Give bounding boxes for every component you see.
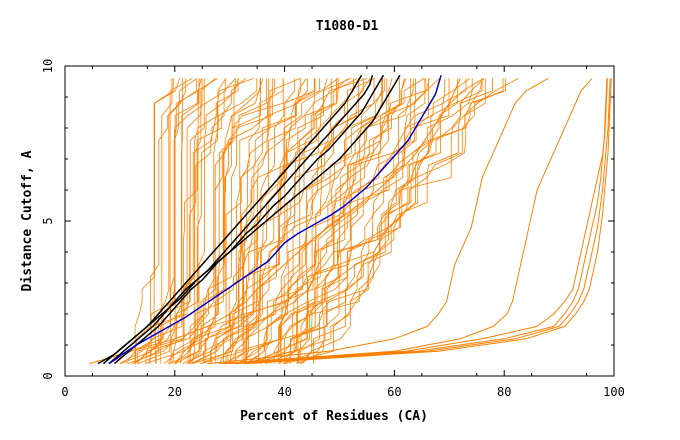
black-model-curve bbox=[108, 75, 374, 365]
x-tick-label: 100 bbox=[603, 385, 625, 399]
bulk-model-curve bbox=[230, 78, 383, 364]
bulk-model-curve bbox=[243, 78, 416, 364]
x-tick-label: 60 bbox=[387, 385, 401, 399]
bulk-model-curve bbox=[168, 78, 246, 364]
outlier-model-curve bbox=[207, 77, 549, 365]
bulk-model-curve bbox=[163, 78, 276, 364]
bulk-model-curve bbox=[120, 78, 193, 364]
bulk-model-curve bbox=[134, 78, 174, 364]
outlier-model-curve bbox=[218, 78, 593, 365]
bulk-model-curve bbox=[273, 78, 484, 364]
bulk-model-curve bbox=[127, 78, 218, 364]
bulk-model-curve bbox=[174, 78, 308, 364]
bulk-model-curve bbox=[280, 78, 411, 364]
bulk-model-curve bbox=[296, 78, 493, 364]
black-model-curve bbox=[102, 74, 401, 365]
bulk-model-curve bbox=[225, 78, 349, 364]
bulk-model-curve bbox=[284, 78, 519, 364]
bulk-model-curve bbox=[264, 78, 405, 364]
bulk-model-curve bbox=[125, 78, 181, 364]
bulk-model-curve bbox=[302, 78, 506, 364]
bulk-model-curve bbox=[189, 78, 258, 364]
black-model-curve bbox=[113, 74, 385, 365]
bulk-model-curve bbox=[242, 78, 339, 364]
bulk-model-curve bbox=[200, 78, 338, 364]
bulk-model-curve bbox=[191, 78, 316, 364]
bulk-model-curve bbox=[227, 78, 354, 364]
x-axis-ticks: 0 20 40 60 80 100 bbox=[61, 66, 625, 399]
bulk-model-curve bbox=[180, 78, 262, 364]
bulk-model-curve bbox=[209, 78, 320, 364]
bulk-model-curve bbox=[299, 78, 446, 364]
bulk-model-curve bbox=[255, 78, 426, 364]
x-axis-label: Percent of Residues (CA) bbox=[240, 409, 428, 424]
outlier-model-curve bbox=[235, 78, 611, 365]
black-model-curve bbox=[97, 74, 363, 365]
blue-model-curve bbox=[108, 75, 442, 365]
bulk-model-curve bbox=[218, 78, 375, 364]
outlier-model-curve bbox=[89, 78, 461, 365]
bulk-model-curve bbox=[135, 78, 198, 364]
x-tick-label: 0 bbox=[61, 385, 68, 399]
outlier-model-curve bbox=[229, 78, 608, 365]
outlier-model-curve bbox=[224, 78, 608, 365]
bulk-model-curve bbox=[269, 78, 393, 364]
bulk-model-curve bbox=[277, 78, 471, 364]
x-tick-label: 20 bbox=[168, 385, 182, 399]
bulk-model-curve bbox=[133, 78, 226, 364]
bulk-model-curve bbox=[265, 78, 440, 364]
bulk-model-curve bbox=[145, 78, 239, 364]
bulk-model-curve bbox=[222, 78, 358, 364]
bulk-model-curve bbox=[187, 78, 254, 364]
bulk-model-curve bbox=[229, 78, 407, 364]
y-axis-ticks: 0 5 10 bbox=[41, 59, 614, 380]
bulk-model-curve bbox=[145, 78, 239, 364]
bulk-model-curve bbox=[237, 78, 400, 364]
x-tick-label: 80 bbox=[497, 385, 511, 399]
bulk-model-curve bbox=[282, 78, 473, 364]
bulk-model-curve bbox=[223, 78, 376, 364]
y-tick-label: 0 bbox=[41, 372, 55, 379]
bulk-model-curve bbox=[149, 78, 226, 364]
bulk-model-curve bbox=[175, 78, 284, 364]
x-tick-label: 40 bbox=[277, 385, 291, 399]
y-tick-label: 10 bbox=[41, 59, 55, 73]
bulk-model-curve bbox=[188, 78, 338, 364]
bulk-model-curve bbox=[289, 78, 483, 364]
bulk-model-curve bbox=[155, 78, 216, 364]
bulk-model-curve bbox=[172, 78, 267, 364]
bulk-model-curve bbox=[247, 78, 426, 364]
y-axis-label: Distance Cutoff, A bbox=[20, 150, 35, 291]
bulk-model-curve bbox=[300, 78, 485, 364]
bulk-model-curve bbox=[298, 78, 450, 364]
bulk-model-curve bbox=[246, 78, 425, 364]
chart-title: T1080-D1 bbox=[316, 19, 379, 34]
y-tick-label: 5 bbox=[41, 217, 55, 224]
bulk-model-curve bbox=[159, 78, 183, 364]
bulk-model-curve bbox=[278, 78, 458, 364]
plot-lines bbox=[89, 74, 612, 365]
outlier-model-curve bbox=[246, 78, 612, 365]
bulk-model-curve bbox=[136, 78, 203, 364]
